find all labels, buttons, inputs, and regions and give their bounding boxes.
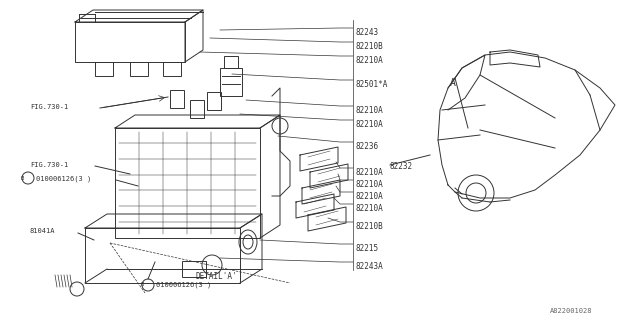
Text: DETAIL'A': DETAIL'A' [195, 272, 237, 281]
Text: FIG.730-1: FIG.730-1 [30, 162, 68, 168]
Text: 82210B: 82210B [355, 222, 383, 231]
Bar [224, 56, 238, 68]
Bar [95, 62, 113, 76]
Bar [115, 128, 260, 238]
Bar [207, 92, 221, 110]
Text: 82210A: 82210A [355, 120, 383, 129]
Text: 82210A: 82210A [355, 106, 383, 115]
Text: 82210A: 82210A [355, 180, 383, 189]
Text: B: B [20, 175, 24, 180]
Bar [220, 68, 242, 96]
Text: 82210A: 82210A [355, 192, 383, 201]
Text: 010006126(3 ): 010006126(3 ) [156, 282, 211, 289]
Text: 82210A: 82210A [355, 168, 383, 177]
Text: FIG.730-1: FIG.730-1 [30, 104, 68, 110]
Text: A822001028: A822001028 [550, 308, 593, 314]
Bar [190, 100, 204, 118]
Bar [85, 228, 240, 283]
Text: 82210B: 82210B [355, 42, 383, 51]
Bar [163, 62, 181, 76]
Text: 82243: 82243 [355, 28, 378, 37]
Text: 010006126(3 ): 010006126(3 ) [36, 175, 92, 181]
Bar [130, 62, 148, 76]
Text: 82501*A: 82501*A [355, 80, 387, 89]
Text: 82236: 82236 [355, 142, 378, 151]
Text: 82210A: 82210A [355, 56, 383, 65]
Text: B: B [140, 283, 143, 287]
Text: 82243A: 82243A [355, 262, 383, 271]
Text: 82215: 82215 [355, 244, 378, 253]
Bar [182, 261, 206, 277]
Text: 82232: 82232 [390, 162, 413, 171]
Bar [170, 90, 184, 108]
Text: 82210A: 82210A [355, 204, 383, 213]
Text: 81041A: 81041A [30, 228, 56, 234]
Text: A: A [450, 78, 456, 88]
